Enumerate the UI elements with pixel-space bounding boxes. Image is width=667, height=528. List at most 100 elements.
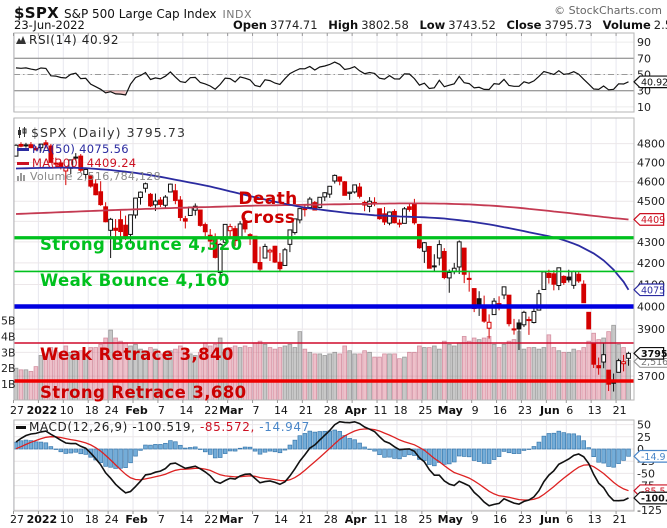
svg-text:10: 10 [637, 101, 651, 114]
volume-bars-icon [17, 171, 27, 184]
svg-text:14: 14 [274, 404, 288, 417]
symbol-name: S&P 500 Large Cap Index [64, 7, 217, 21]
macd-legend-signal: -85.572, [195, 420, 255, 434]
svg-text:21: 21 [299, 513, 313, 526]
high-label: High [328, 18, 359, 32]
svg-text:Mar: Mar [219, 513, 243, 526]
svg-text:Feb: Feb [125, 404, 148, 417]
macd-legend: MACD(12,26,9) -100.519, -85.572, -14.947 [16, 420, 310, 434]
price-legend-text: $SPX (Daily) 3795.73 [31, 125, 187, 140]
svg-text:2022: 2022 [27, 513, 58, 526]
annotation-weak-bounce: Weak Bounce 4,160 [40, 271, 230, 290]
macd-legend-hist: -14.947 [254, 420, 310, 434]
volume-legend-text: Volume 2,516,784,128 [30, 170, 161, 183]
svg-text:-50: -50 [637, 467, 655, 480]
ma200-legend-text: MA(200) 4409.24 [32, 156, 137, 170]
panel-borders [13, 32, 635, 514]
svg-text:23: 23 [518, 404, 532, 417]
svg-text:24: 24 [105, 513, 119, 526]
svg-text:23: 23 [518, 513, 532, 526]
svg-text:21: 21 [299, 404, 313, 417]
svg-text:90: 90 [637, 36, 651, 49]
svg-text:1B: 1B [1, 378, 16, 391]
rsi-legend-text: RSI(14) 40.92 [29, 33, 120, 47]
svg-text:4200: 4200 [637, 257, 665, 270]
svg-text:2B: 2B [1, 362, 16, 375]
rsi-plot [15, 61, 629, 96]
close-value: 3795.73 [544, 18, 593, 32]
svg-text:4700: 4700 [637, 156, 665, 169]
svg-text:3795: 3795 [641, 349, 667, 360]
macd-legend-black: MACD(12,26,9) -100.519, [29, 420, 196, 434]
svg-text:18: 18 [393, 404, 407, 417]
svg-text:Apr: Apr [345, 513, 367, 526]
annotation-weak-retrace: Weak Retrace 3,840 [40, 345, 234, 364]
svg-text:5B: 5B [1, 315, 16, 328]
macd-swatch-icon [16, 426, 26, 429]
low-label: Low [419, 18, 446, 32]
svg-text:10: 10 [60, 513, 74, 526]
svg-text:70: 70 [637, 52, 651, 65]
svg-text:Apr: Apr [345, 404, 367, 417]
annotation-strong-retrace: Strong Retrace 3,680 [40, 383, 247, 402]
svg-text:-100.5: -100.5 [641, 494, 667, 505]
quote-date: 23-Jun-2022 [14, 18, 85, 32]
svg-text:24: 24 [105, 404, 119, 417]
svg-text:50: 50 [637, 419, 651, 432]
macd-line [15, 420, 629, 507]
svg-text:27: 27 [10, 513, 24, 526]
svg-text:0: 0 [637, 443, 644, 456]
annotation-strong-bounce: Strong Bounce 4,320 [40, 235, 243, 254]
indicator-icon [16, 34, 26, 48]
close-label: Close [506, 18, 542, 32]
volume-label: Volume [602, 18, 651, 32]
low-value: 3743.52 [448, 18, 496, 32]
axis-labels: 4800470046004500440043004200410040003900… [1, 36, 665, 526]
svg-text:Jun: Jun [539, 404, 560, 417]
svg-text:May: May [438, 404, 463, 417]
svg-text:4800: 4800 [637, 138, 665, 151]
svg-text:2,516: 2,516 [641, 357, 667, 368]
svg-text:3700: 3700 [637, 370, 665, 383]
svg-text:14: 14 [179, 404, 193, 417]
svg-text:4000: 4000 [637, 301, 665, 314]
ma-lines [15, 166, 630, 291]
svg-text:16: 16 [493, 404, 507, 417]
svg-text:Mar: Mar [219, 404, 243, 417]
svg-text:9: 9 [472, 404, 479, 417]
grid [13, 33, 634, 511]
svg-text:14: 14 [274, 513, 288, 526]
ma200-line [15, 202, 629, 221]
annotation-death-cross: Death Cross [238, 189, 298, 228]
ma50-legend-text: MA(50) 4075.56 [32, 142, 129, 156]
svg-text:9: 9 [472, 513, 479, 526]
macd-plot [14, 420, 631, 507]
svg-text:4409: 4409 [641, 215, 665, 226]
svg-text:4600: 4600 [637, 176, 665, 189]
svg-text:18: 18 [393, 513, 407, 526]
ma200-swatch-icon [17, 162, 29, 165]
svg-text:7: 7 [158, 513, 165, 526]
svg-text:4500: 4500 [637, 195, 665, 208]
svg-text:28: 28 [324, 404, 338, 417]
candlestick-icon [17, 126, 28, 141]
symbol: $SPX [14, 4, 59, 22]
svg-text:16: 16 [493, 513, 507, 526]
open-label: Open [233, 18, 267, 32]
svg-text:6: 6 [566, 404, 573, 417]
svg-text:13: 13 [588, 513, 602, 526]
svg-text:4075: 4075 [641, 285, 665, 296]
svg-text:3B: 3B [1, 346, 16, 359]
svg-text:2022: 2022 [27, 404, 58, 417]
svg-text:6: 6 [566, 513, 573, 526]
ma50-swatch-icon [17, 148, 29, 151]
svg-text:7: 7 [253, 404, 260, 417]
rsi-legend: RSI(14) 40.92 [16, 33, 119, 48]
svg-text:10: 10 [60, 404, 74, 417]
candlesticks [14, 140, 631, 392]
svg-text:21: 21 [613, 513, 627, 526]
svg-text:Feb: Feb [125, 513, 148, 526]
svg-text:4B: 4B [1, 330, 16, 343]
